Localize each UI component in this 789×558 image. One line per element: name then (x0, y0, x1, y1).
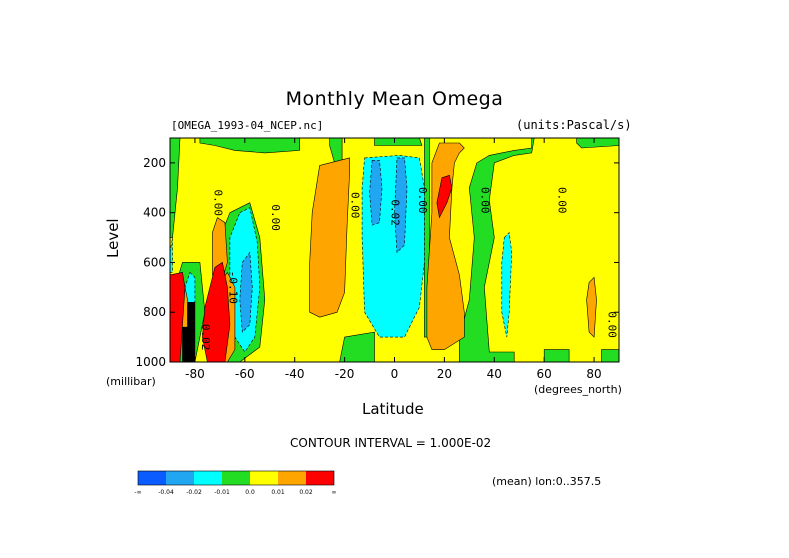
x-tick-label: 0 (391, 367, 399, 381)
colorbar-swatch (138, 471, 166, 485)
dataset-label: [OMEGA_1993-04_NCEP.nc] (171, 119, 324, 132)
x-tick-label: 40 (487, 367, 502, 381)
contour-region-skyblue-20 (239, 251, 253, 333)
colorbar-label: 0.0 (245, 489, 255, 496)
contour-label: 0.00 (606, 311, 619, 338)
y-axis-title: Level (104, 218, 122, 258)
contour-region-black-30 (182, 301, 196, 362)
y-axis-unit: (millibar) (106, 375, 156, 388)
contour-region-green-5 (339, 331, 375, 362)
contour-region-red-29 (170, 272, 186, 362)
contour-label: -0.10 (226, 271, 239, 304)
x-tick-label: -80 (185, 367, 205, 381)
chart-title: Monthly Mean Omega (285, 88, 504, 110)
y-tick-label: 200 (143, 156, 166, 170)
contour-label: 0.00 (269, 204, 282, 231)
colorbar-swatch (250, 471, 278, 485)
contour-region-green-9 (576, 138, 619, 149)
x-tick-label: 20 (437, 367, 452, 381)
contour-region-orange-22 (426, 142, 465, 350)
contour-region-skyblue-18 (369, 160, 383, 226)
x-tick-label: -60 (235, 367, 255, 381)
mean-longitude-note: (mean) lon:0..357.5 (492, 475, 602, 488)
colorbar-swatch (306, 471, 334, 485)
colorbar-label: -0.04 (158, 489, 174, 496)
colorbar-label: -0.02 (186, 489, 202, 496)
contour-region-green-2 (199, 138, 301, 154)
contour-label: 0.02 (389, 199, 402, 226)
x-tick-label: -40 (285, 367, 305, 381)
x-axis-title: Latitude (362, 400, 424, 418)
contour-region-cyan-16 (170, 237, 173, 273)
contour-region-red-28 (202, 261, 231, 362)
colorbar-swatch (166, 471, 194, 485)
colorbar-label: -∞ (134, 489, 141, 496)
colorbar-label: 0.02 (299, 489, 313, 496)
contour-region-cyan-17 (501, 231, 513, 338)
contour-region-green-7 (459, 138, 535, 362)
colorbar-frame (137, 470, 335, 486)
y-tick-label: 1000 (135, 355, 166, 369)
x-axis-unit: (degrees_north) (534, 383, 622, 396)
x-tick-label: 60 (537, 367, 552, 381)
contour-label: 0.00 (478, 187, 491, 214)
contour-label: 0.00 (349, 192, 362, 219)
contour-region-red-27 (436, 174, 453, 219)
contour-region-green-10 (601, 349, 619, 362)
colorbar-swatch (194, 471, 222, 485)
contour-label: 0.00 (416, 187, 429, 214)
colorbar-swatch (278, 471, 306, 485)
contour-region-skyblue-19 (394, 157, 408, 254)
contour-label: 0.02 (199, 324, 212, 351)
y-tick-label: 800 (143, 305, 166, 319)
contour-region-orange-21 (309, 157, 350, 318)
colorbar-label: -0.01 (214, 489, 230, 496)
contour-region-green-8 (543, 349, 570, 362)
colorbar-label: ∞ (332, 489, 337, 496)
colorbar-swatch (222, 471, 250, 485)
x-tick-label: -20 (335, 367, 355, 381)
contour-label: 0.00 (211, 189, 224, 216)
x-tick-label: 80 (586, 367, 601, 381)
y-tick-label: 600 (143, 255, 166, 269)
contour-interval-note: CONTOUR INTERVAL = 1.000E-02 (290, 436, 492, 450)
contour-region-green-4 (374, 138, 423, 146)
units-label: (units:Pascal/s) (516, 118, 632, 132)
colorbar-label: 0.01 (271, 489, 285, 496)
contour-region-orange-26 (586, 276, 597, 338)
y-tick-label: 400 (143, 206, 166, 220)
contour-label: 0.00 (556, 187, 569, 214)
